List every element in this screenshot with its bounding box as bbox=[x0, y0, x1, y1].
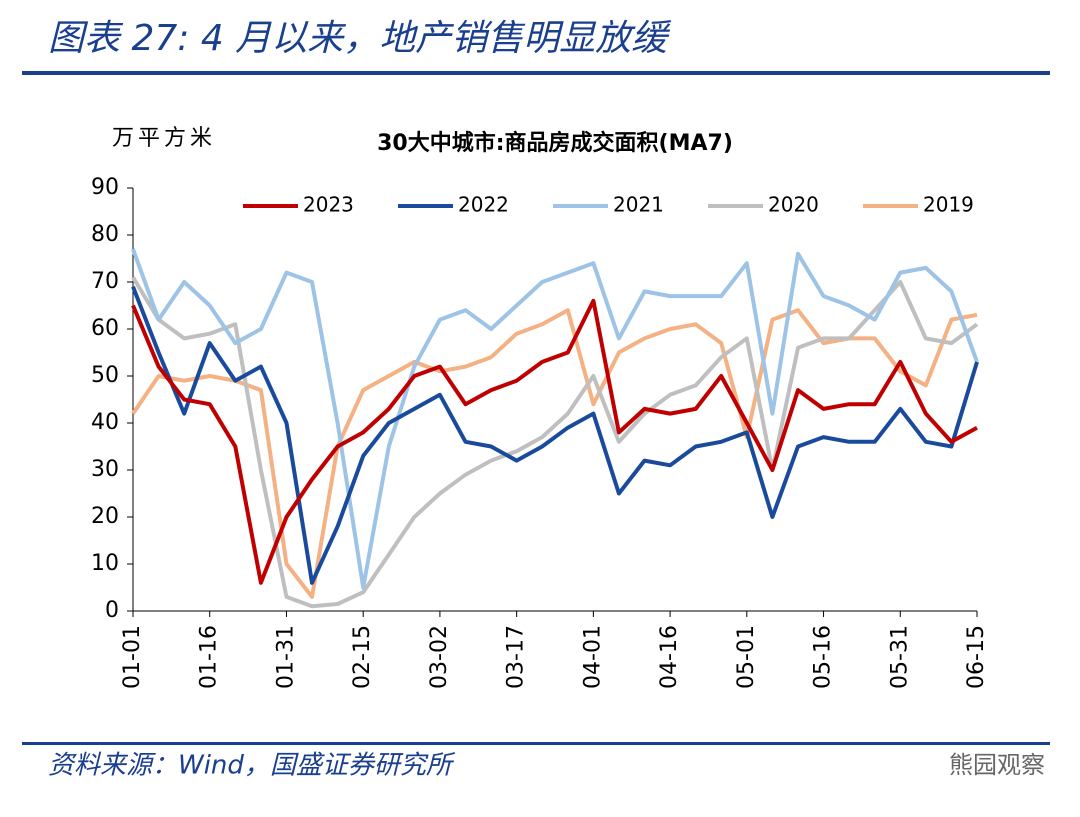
series-line bbox=[131, 308, 978, 599]
y-tick-label: 60 bbox=[91, 316, 119, 341]
y-tick-label: 90 bbox=[91, 175, 119, 200]
y-tick-label: 40 bbox=[91, 410, 119, 435]
x-tick-label: 01-31 bbox=[273, 625, 298, 689]
chart-title: 30大中城市:商品房成交面积(MA7) bbox=[377, 130, 733, 156]
series-line bbox=[131, 285, 979, 585]
y-tick-label: 70 bbox=[91, 269, 119, 294]
plot: 0 10 20 30 40 50 60 70 80 90 01-01 01-16 01-31 02-15 0… bbox=[91, 175, 989, 689]
y-tick-label: 80 bbox=[91, 222, 119, 247]
y-tick-label: 0 bbox=[105, 598, 119, 623]
footer-rule bbox=[22, 742, 1050, 745]
y-tick-label: 30 bbox=[91, 457, 119, 482]
x-tick-label: 03-17 bbox=[504, 625, 529, 689]
series-line bbox=[131, 276, 979, 609]
legend-label: 2019 bbox=[923, 193, 974, 217]
x-tick-label: 05-16 bbox=[811, 625, 836, 689]
x-tick-label: 06-15 bbox=[964, 625, 989, 689]
series-line bbox=[131, 248, 979, 590]
x-tick-label: 01-01 bbox=[120, 625, 145, 689]
y-tick-label: 50 bbox=[91, 363, 119, 388]
y-tick-label: 20 bbox=[91, 504, 119, 529]
y-axis-label: 万平方米 bbox=[112, 126, 216, 151]
x-tick-label: 01-16 bbox=[197, 625, 222, 689]
y-tick-label: 10 bbox=[91, 551, 119, 576]
legend-label: 2023 bbox=[303, 193, 354, 217]
series-line bbox=[131, 298, 978, 585]
x-tick-label: 04-01 bbox=[580, 625, 605, 689]
legend-label: 2020 bbox=[768, 193, 819, 217]
x-tick-label: 04-16 bbox=[657, 625, 682, 689]
x-tick-label: 02-15 bbox=[350, 625, 375, 689]
x-tick-label: 03-02 bbox=[427, 625, 452, 689]
watermark: 熊园观察 bbox=[949, 751, 1045, 779]
legend-label: 2021 bbox=[613, 193, 664, 217]
page-title: 图表 27: 4 月以来，地产销售明显放缓 bbox=[48, 18, 672, 59]
legend-label: 2022 bbox=[458, 193, 509, 217]
header-rule bbox=[22, 71, 1050, 75]
x-tick-label: 05-31 bbox=[887, 625, 912, 689]
x-tick-label: 05-01 bbox=[734, 625, 759, 689]
source-note: 资料来源：Wind，国盛证券研究所 bbox=[48, 751, 456, 781]
